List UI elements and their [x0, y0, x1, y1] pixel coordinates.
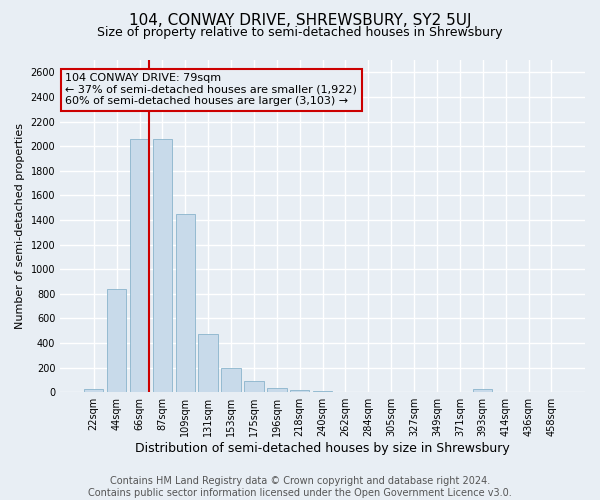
Text: Size of property relative to semi-detached houses in Shrewsbury: Size of property relative to semi-detach… — [97, 26, 503, 39]
Bar — [221, 368, 241, 392]
Bar — [244, 381, 263, 392]
Text: 104 CONWAY DRIVE: 79sqm
← 37% of semi-detached houses are smaller (1,922)
60% of: 104 CONWAY DRIVE: 79sqm ← 37% of semi-de… — [65, 74, 357, 106]
Bar — [107, 289, 127, 392]
Bar — [199, 334, 218, 392]
Text: Contains HM Land Registry data © Crown copyright and database right 2024.
Contai: Contains HM Land Registry data © Crown c… — [88, 476, 512, 498]
Bar — [473, 388, 493, 392]
Bar — [152, 138, 172, 392]
Bar — [130, 138, 149, 392]
Bar — [176, 214, 195, 392]
Bar — [313, 391, 332, 392]
Bar — [267, 388, 287, 392]
Bar — [290, 390, 310, 392]
Text: 104, CONWAY DRIVE, SHREWSBURY, SY2 5UJ: 104, CONWAY DRIVE, SHREWSBURY, SY2 5UJ — [129, 12, 471, 28]
X-axis label: Distribution of semi-detached houses by size in Shrewsbury: Distribution of semi-detached houses by … — [135, 442, 510, 455]
Y-axis label: Number of semi-detached properties: Number of semi-detached properties — [15, 123, 25, 329]
Bar — [84, 388, 103, 392]
